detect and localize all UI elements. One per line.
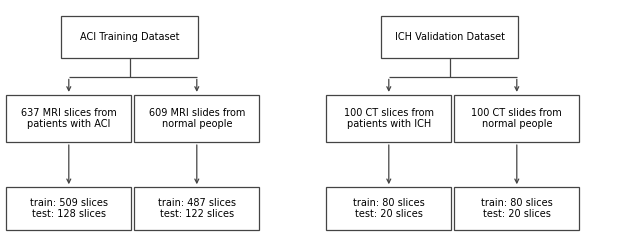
Text: ACI Training Dataset: ACI Training Dataset xyxy=(80,32,179,42)
Text: 100 CT slices from
patients with ICH: 100 CT slices from patients with ICH xyxy=(344,108,434,129)
FancyBboxPatch shape xyxy=(326,187,451,230)
Text: 609 MRI slides from
normal people: 609 MRI slides from normal people xyxy=(148,108,245,129)
FancyBboxPatch shape xyxy=(134,95,259,142)
Text: 100 CT slides from
normal people: 100 CT slides from normal people xyxy=(472,108,562,129)
FancyBboxPatch shape xyxy=(6,95,131,142)
FancyBboxPatch shape xyxy=(454,187,579,230)
Text: train: 509 slices
test: 128 slices: train: 509 slices test: 128 slices xyxy=(30,198,108,219)
FancyBboxPatch shape xyxy=(6,187,131,230)
Text: train: 80 slices
test: 20 slices: train: 80 slices test: 20 slices xyxy=(353,198,425,219)
FancyBboxPatch shape xyxy=(454,95,579,142)
Text: train: 80 slices
test: 20 slices: train: 80 slices test: 20 slices xyxy=(481,198,553,219)
FancyBboxPatch shape xyxy=(326,95,451,142)
Text: train: 487 slices
test: 122 slices: train: 487 slices test: 122 slices xyxy=(158,198,236,219)
FancyBboxPatch shape xyxy=(381,16,518,58)
Text: 637 MRI slices from
patients with ACI: 637 MRI slices from patients with ACI xyxy=(21,108,116,129)
FancyBboxPatch shape xyxy=(61,16,198,58)
Text: ICH Validation Dataset: ICH Validation Dataset xyxy=(395,32,504,42)
FancyBboxPatch shape xyxy=(134,187,259,230)
